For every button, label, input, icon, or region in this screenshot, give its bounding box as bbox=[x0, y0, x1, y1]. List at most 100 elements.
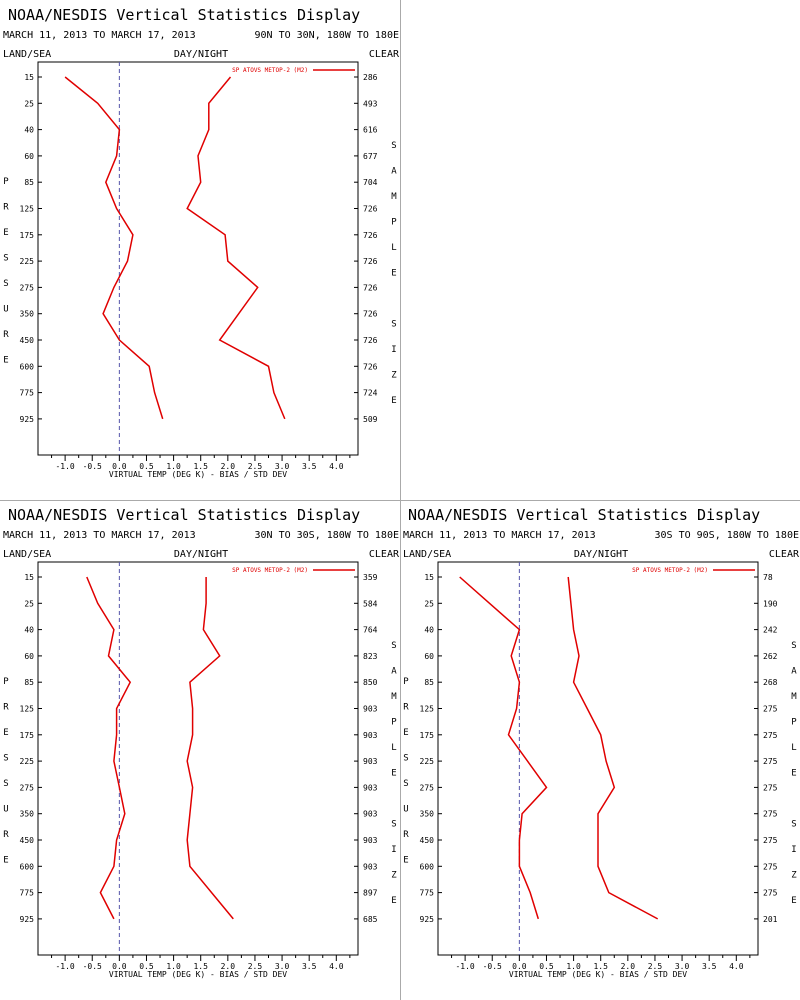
y-tick-label: 85 bbox=[24, 178, 34, 187]
sample-size-letter: S bbox=[791, 641, 796, 651]
y-tick-label: 60 bbox=[424, 652, 434, 661]
sample-size-label: 903 bbox=[363, 757, 378, 766]
chart-title: NOAA/NESDIS Vertical Statistics Display bbox=[8, 6, 360, 24]
date-range: MARCH 11, 2013 TO MARCH 17, 2013 bbox=[3, 530, 196, 541]
x-tick-label: 0.5 bbox=[139, 962, 154, 971]
y-tick-label: 40 bbox=[24, 626, 34, 635]
x-tick-label: 3.0 bbox=[275, 962, 290, 971]
pressure-letter: S bbox=[403, 754, 408, 764]
sample-size-label: 616 bbox=[363, 126, 378, 135]
pressure-letter: E bbox=[403, 728, 408, 738]
sample-size-label: 275 bbox=[763, 810, 778, 819]
x-tick-label: -0.5 bbox=[83, 962, 102, 971]
x-tick-label: -1.0 bbox=[55, 462, 74, 471]
y-tick-label: 350 bbox=[20, 810, 35, 819]
y-tick-label: 275 bbox=[20, 283, 35, 292]
land-sea-label: LAND/SEA bbox=[3, 49, 51, 60]
pressure-letter: S bbox=[3, 779, 8, 789]
y-tick-label: 60 bbox=[24, 152, 34, 161]
sample-size-label: 201 bbox=[763, 915, 778, 924]
y-tick-label: 225 bbox=[20, 257, 35, 266]
pressure-letter: U bbox=[403, 805, 408, 815]
bias-series-line bbox=[459, 576, 548, 920]
plot-frame bbox=[37, 61, 359, 456]
x-tick-label: 2.5 bbox=[648, 962, 663, 971]
sample-size-label: 903 bbox=[363, 862, 378, 871]
chart-title: NOAA/NESDIS Vertical Statistics Display bbox=[8, 506, 360, 524]
x-tick-label: 2.5 bbox=[248, 462, 263, 471]
pressure-letter: U bbox=[3, 305, 8, 315]
x-axis-label: VIRTUAL TEMP (DEG K) - BIAS / STD DEV bbox=[509, 970, 687, 979]
y-tick-label: 60 bbox=[24, 652, 34, 661]
x-tick-label: 0.5 bbox=[539, 962, 554, 971]
sample-size-letter: I bbox=[391, 845, 396, 855]
sample-size-letter: P bbox=[391, 218, 397, 228]
sample-size-label: 190 bbox=[763, 599, 778, 608]
y-tick-label: 40 bbox=[424, 626, 434, 635]
sample-size-letter: S bbox=[391, 641, 396, 651]
sample-size-label: 275 bbox=[763, 836, 778, 845]
y-tick-label: 125 bbox=[420, 705, 435, 714]
sample-size-letter: E bbox=[391, 269, 396, 279]
legend-label: SP ATOVS METOP-2 (M2) bbox=[632, 567, 708, 574]
pressure-letter: P bbox=[3, 677, 9, 687]
x-tick-label: -0.5 bbox=[483, 962, 502, 971]
bias-series-line bbox=[64, 76, 164, 420]
y-tick-label: 775 bbox=[20, 889, 35, 898]
pressure-letter: S bbox=[3, 279, 8, 289]
sample-size-letter: A bbox=[391, 667, 397, 677]
sample-size-label: 903 bbox=[363, 810, 378, 819]
y-tick-label: 775 bbox=[420, 889, 435, 898]
pressure-letter: R bbox=[3, 203, 9, 213]
sample-size-letter: P bbox=[791, 718, 797, 728]
pressure-letter: R bbox=[3, 330, 9, 340]
clear-label: CLEAR bbox=[369, 549, 400, 560]
y-tick-label: 175 bbox=[20, 231, 35, 240]
sample-size-letter: I bbox=[391, 345, 396, 355]
pressure-letter: U bbox=[3, 805, 8, 815]
x-tick-label: 0.0 bbox=[512, 962, 527, 971]
chart-panel-3: NOAA/NESDIS Vertical Statistics Display M… bbox=[403, 506, 800, 979]
day-night-label: DAY/NIGHT bbox=[574, 549, 628, 560]
x-tick-label: 1.5 bbox=[193, 962, 208, 971]
pressure-letter: E bbox=[403, 856, 408, 866]
sample-size-label: 275 bbox=[763, 731, 778, 740]
sample-size-label: 823 bbox=[363, 652, 378, 661]
y-tick-label: 350 bbox=[20, 310, 35, 319]
sample-size-label: 509 bbox=[363, 415, 378, 424]
x-tick-label: 3.0 bbox=[675, 962, 690, 971]
y-tick-label: 15 bbox=[24, 573, 34, 582]
y-tick-label: 125 bbox=[20, 705, 35, 714]
std-dev-series-line bbox=[567, 576, 659, 920]
y-tick-label: 600 bbox=[20, 362, 35, 371]
pressure-letter: E bbox=[3, 228, 8, 238]
sample-size-label: 685 bbox=[363, 915, 378, 924]
pressure-letter: S bbox=[3, 754, 8, 764]
x-tick-label: 1.0 bbox=[566, 962, 581, 971]
y-tick-label: 775 bbox=[20, 389, 35, 398]
sample-size-letter: Z bbox=[391, 871, 397, 881]
x-tick-label: 2.5 bbox=[248, 962, 263, 971]
y-tick-label: 225 bbox=[20, 757, 35, 766]
sample-size-label: 726 bbox=[363, 205, 378, 214]
sample-size-label: 726 bbox=[363, 231, 378, 240]
legend-label: SP ATOVS METOP-2 (M2) bbox=[232, 567, 308, 574]
sample-size-letter: M bbox=[391, 192, 397, 202]
x-tick-label: 2.0 bbox=[621, 962, 636, 971]
plot-frame bbox=[37, 561, 359, 956]
y-tick-label: 450 bbox=[20, 336, 35, 345]
x-tick-label: 1.5 bbox=[193, 462, 208, 471]
sample-size-label: 903 bbox=[363, 836, 378, 845]
sample-size-letter: E bbox=[791, 896, 796, 906]
sample-size-label: 677 bbox=[363, 152, 378, 161]
sample-size-label: 286 bbox=[363, 73, 378, 82]
x-tick-label: -1.0 bbox=[55, 962, 74, 971]
region-label: 90N TO 30N, 180W TO 180E bbox=[255, 30, 400, 41]
sample-size-label: 897 bbox=[363, 889, 378, 898]
y-tick-label: 15 bbox=[24, 73, 34, 82]
x-tick-label: 1.0 bbox=[166, 962, 181, 971]
y-tick-label: 275 bbox=[420, 783, 435, 792]
x-tick-label: 2.0 bbox=[221, 962, 236, 971]
sample-size-label: 359 bbox=[363, 573, 378, 582]
